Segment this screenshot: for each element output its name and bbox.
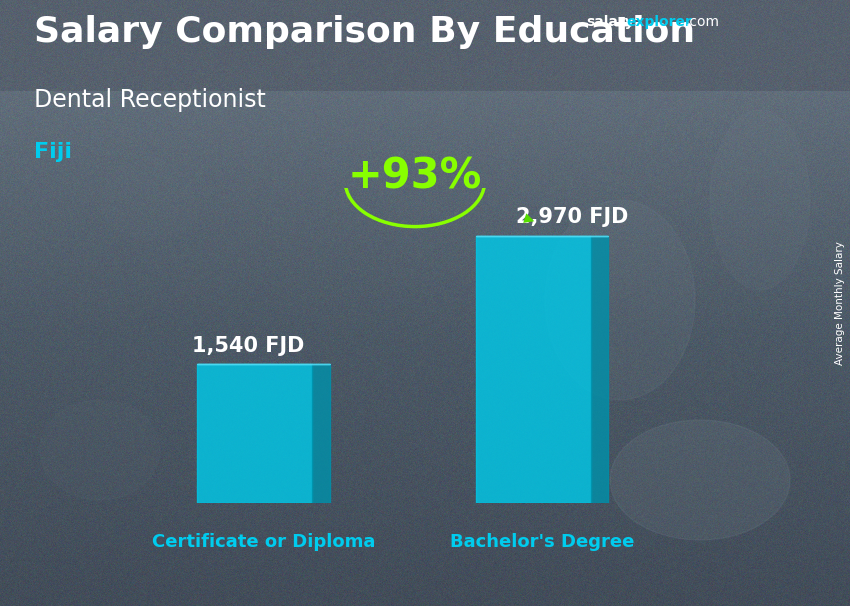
Text: 1,540 FJD: 1,540 FJD xyxy=(191,336,304,356)
Polygon shape xyxy=(312,364,330,503)
Text: +93%: +93% xyxy=(348,155,482,197)
Text: .com: .com xyxy=(685,15,719,29)
Text: salary: salary xyxy=(586,15,634,29)
Polygon shape xyxy=(476,236,591,503)
Ellipse shape xyxy=(545,200,695,400)
Ellipse shape xyxy=(40,400,160,500)
Text: 2,970 FJD: 2,970 FJD xyxy=(516,207,628,227)
Polygon shape xyxy=(591,236,609,503)
Polygon shape xyxy=(197,364,312,503)
Text: Salary Comparison By Education: Salary Comparison By Education xyxy=(34,15,695,49)
Text: Bachelor's Degree: Bachelor's Degree xyxy=(450,533,634,551)
Text: Certificate or Diploma: Certificate or Diploma xyxy=(151,533,375,551)
Text: explorer: explorer xyxy=(626,15,692,29)
Ellipse shape xyxy=(710,110,810,290)
Text: Average Monthly Salary: Average Monthly Salary xyxy=(835,241,845,365)
Ellipse shape xyxy=(610,420,790,540)
Ellipse shape xyxy=(100,160,200,240)
Text: Fiji: Fiji xyxy=(34,142,72,162)
Text: Dental Receptionist: Dental Receptionist xyxy=(34,88,266,112)
